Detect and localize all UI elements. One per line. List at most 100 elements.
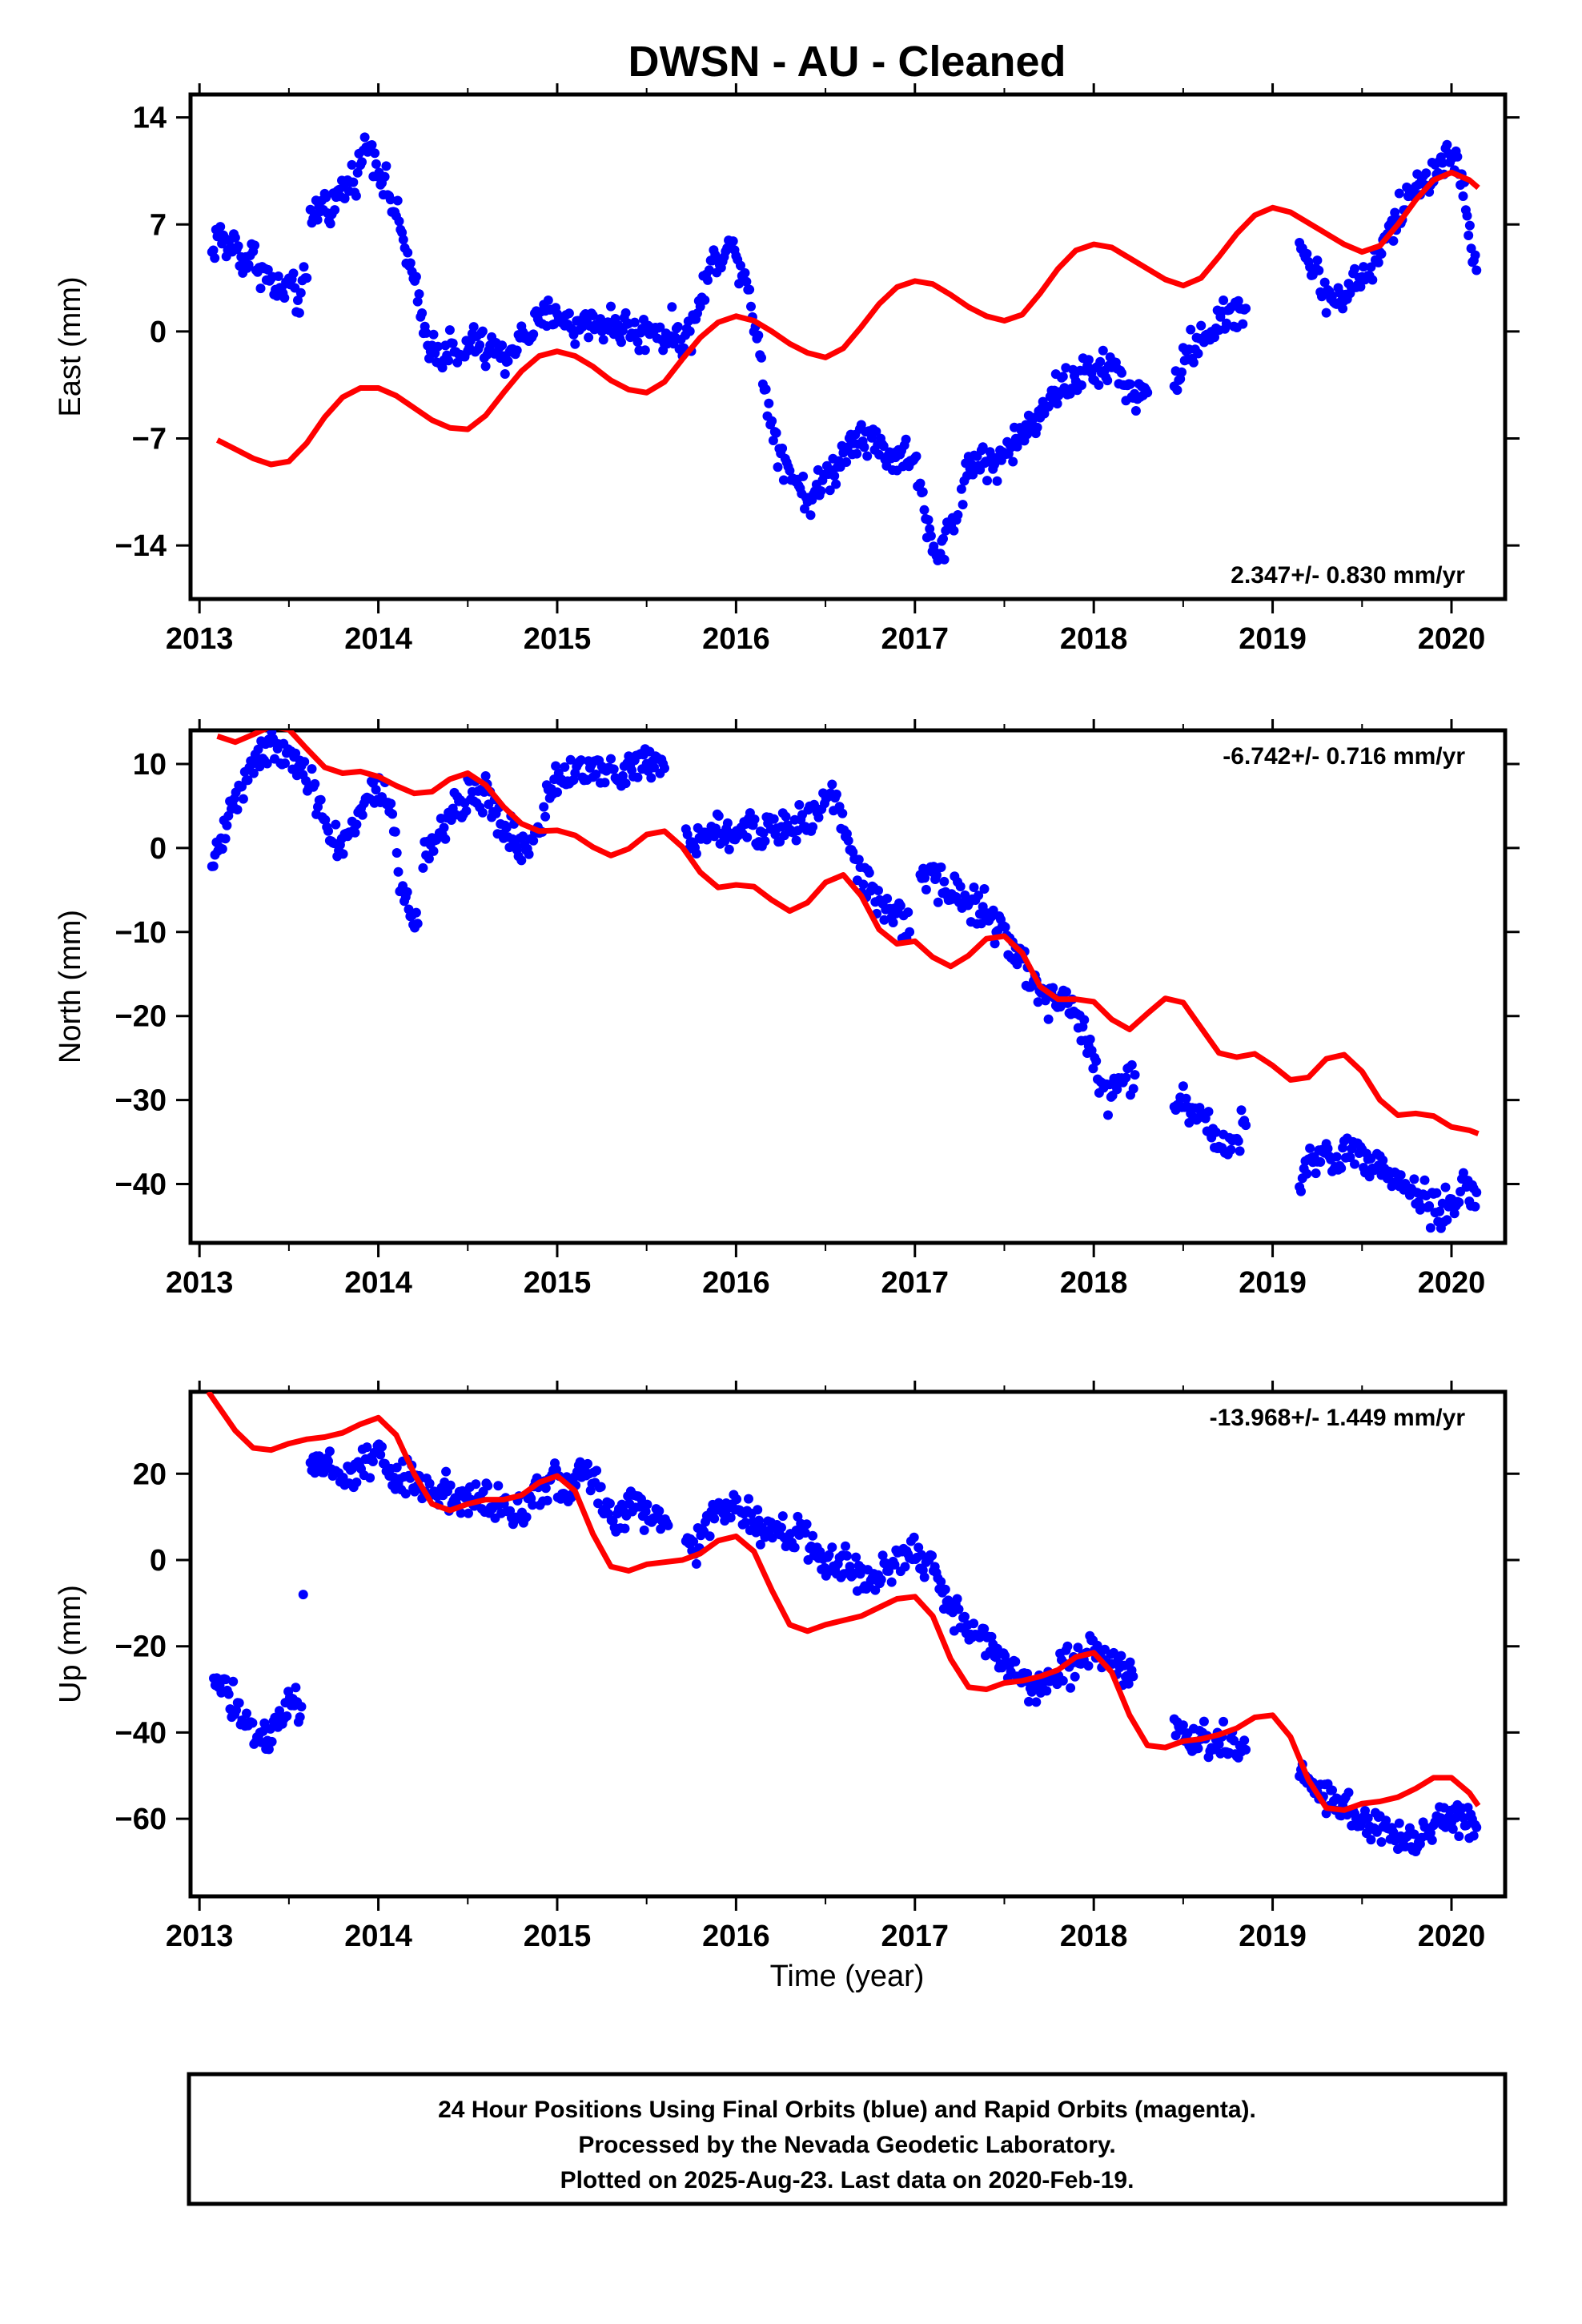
north-data-point [1419,1175,1430,1185]
up-data-point [1425,1827,1435,1838]
east-data-point [1241,304,1251,314]
north-data-point [920,873,930,883]
north-data-point [1085,1034,1095,1044]
east-data-point [1219,296,1229,305]
east-data-point [357,157,367,167]
footer-line-3: Plotted on 2025-Aug-23. Last data on 202… [560,2167,1134,2193]
north-data-point [827,779,837,790]
north-data-point [921,884,931,895]
north-data-point [280,758,290,769]
east-x-tick-label: 2013 [166,622,234,656]
up-data-point [1010,1656,1021,1667]
east-data-point [1421,168,1431,179]
up-data-point [1178,1720,1188,1731]
north-data-point [1425,1223,1435,1233]
north-data-point [1302,1168,1312,1179]
north-data-point [1395,1170,1406,1180]
up-data-point [234,1698,244,1708]
east-data-point [655,322,665,332]
east-data-point [1233,296,1243,306]
east-data-point [1083,355,1094,365]
east-data-point [1321,308,1331,318]
north-data-point [208,861,219,871]
north-data-point [769,814,779,824]
north-data-point [338,849,348,859]
east-data-point [1355,282,1366,292]
north-data-point [1103,1110,1113,1120]
north-data-point [620,778,631,789]
north-data-point [307,764,317,774]
up-x-tick-label: 2017 [881,1920,950,1953]
east-data-series [305,132,963,565]
north-data-point [933,897,943,907]
north-data-point [1472,1188,1482,1198]
north-y-tick-label: −30 [115,1084,167,1118]
up-data-point [456,1508,466,1518]
east-data-point [939,554,950,565]
north-x-tick-label: 2019 [1239,1266,1307,1300]
north-data-point [412,919,423,929]
north-data-series [915,862,1140,1120]
east-data-point [1472,265,1482,275]
up-rate-label: -13.968+/- 1.449 mm/yr [1210,1405,1466,1431]
north-y-tick-label: −20 [115,1000,167,1034]
up-data-point [604,1498,615,1509]
north-data-point [864,867,874,878]
north-data-point [1241,1120,1251,1131]
up-x-tick-label: 2019 [1239,1920,1307,1953]
up-data-point [919,1572,930,1582]
east-data-point [299,262,309,272]
north-data-point [540,811,551,822]
north-data-point [608,764,619,774]
up-data-point [1454,1831,1464,1841]
east-data-point [1452,151,1463,162]
north-data-point [411,907,421,918]
up-data-point [1109,1647,1119,1658]
east-data-point [543,296,553,305]
east-data-point [761,384,771,395]
east-data-point [700,295,710,305]
east-data-point [452,357,463,368]
up-data-point [265,1723,275,1734]
north-data-point [393,866,404,877]
east-data-point [640,345,650,356]
east-data-point [1302,248,1312,259]
east-data-point [956,484,966,494]
east-data-point [279,293,290,303]
east-data-point [312,215,323,225]
east-data-point [243,259,254,270]
east-data-point [433,341,443,352]
east-data-point [632,337,643,347]
east-data-point [805,510,816,521]
north-data-point [843,835,853,846]
up-data-point [824,1550,834,1560]
north-data-point [1331,1152,1342,1162]
east-data-point [411,271,421,282]
east-data-point [852,448,862,459]
east-data-point [321,192,331,203]
north-data-point [879,915,889,925]
east-data-point [911,451,921,461]
north-data-point [217,844,227,854]
up-data-point [1219,1716,1229,1727]
east-data-point [757,352,766,363]
east-data-point [598,335,608,345]
north-data-point [1378,1155,1388,1165]
north-data-point [831,789,841,799]
north-data-point [649,762,659,773]
up-data-point [639,1525,649,1535]
east-data-point [352,167,363,178]
north-y-tick-label: 10 [133,748,167,782]
east-data-point [1032,422,1042,432]
east-data-point [620,308,631,318]
up-data-point [1125,1657,1135,1667]
north-data-point [560,762,570,772]
east-data-series [1169,296,1251,396]
north-data-point [1315,1157,1326,1167]
east-rate-label: 2.347+/- 0.830 mm/yr [1231,562,1465,589]
up-data-point [1058,1675,1068,1686]
east-data-point [764,398,774,408]
north-data-point [660,763,670,774]
east-data-point [1314,265,1324,275]
north-data-point [1305,1143,1315,1153]
